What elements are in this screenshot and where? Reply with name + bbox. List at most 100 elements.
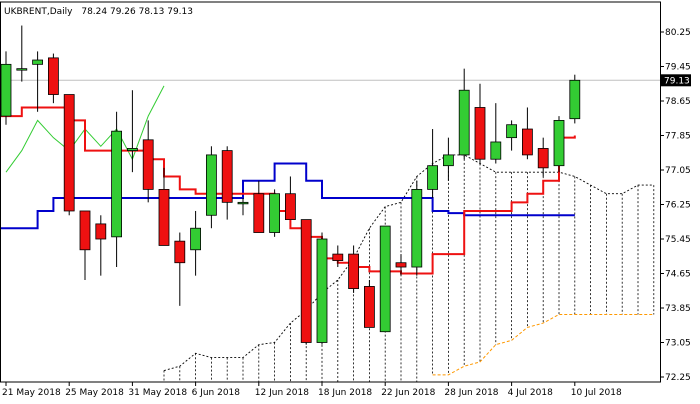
candle-body-8 bbox=[127, 148, 138, 151]
candle-7 bbox=[111, 111, 122, 268]
candle-body-27 bbox=[427, 165, 439, 190]
candle-5 bbox=[79, 210, 91, 280]
y-tick-label-0: 80.25 bbox=[665, 28, 691, 38]
candle-23 bbox=[363, 279, 375, 328]
candle-body-9 bbox=[142, 139, 154, 190]
candle-20 bbox=[316, 232, 328, 345]
candle-body-7 bbox=[111, 130, 122, 238]
candle-19 bbox=[300, 219, 312, 345]
candle-body-24 bbox=[379, 225, 391, 333]
x-tick-label-6: 22 Jun 2018 bbox=[381, 388, 435, 398]
candle-13 bbox=[205, 146, 217, 229]
candle-26 bbox=[411, 180, 423, 276]
candle-body-3 bbox=[48, 57, 59, 95]
candle-body-17 bbox=[269, 193, 281, 233]
x-tick-label-1: 25 May 2018 bbox=[65, 388, 124, 398]
candle-11 bbox=[174, 232, 186, 306]
candle-29 bbox=[458, 68, 470, 160]
candle-body-33 bbox=[522, 128, 533, 156]
candle-body-14 bbox=[221, 150, 233, 203]
candle-30 bbox=[474, 83, 486, 164]
candle-33 bbox=[522, 107, 533, 160]
candle-14 bbox=[221, 146, 233, 220]
symbol-label: UKBRENT,Daily bbox=[4, 7, 73, 17]
candle-body-2 bbox=[32, 59, 43, 65]
span-b-line bbox=[432, 313, 654, 376]
current-price-label: 79.13 bbox=[664, 76, 690, 86]
y-tick-label-9: 73.05 bbox=[665, 339, 691, 349]
x-tick-label-0: 21 May 2018 bbox=[2, 388, 61, 398]
candle-16 bbox=[253, 180, 265, 233]
plot-frame bbox=[0, 1, 661, 383]
candle-9 bbox=[142, 120, 154, 203]
candle-24 bbox=[379, 225, 391, 333]
candle-body-34 bbox=[537, 148, 549, 169]
candle-1 bbox=[16, 25, 28, 82]
x-tick-label-8: 4 Jul 2018 bbox=[508, 388, 553, 398]
candle-36 bbox=[569, 74, 581, 124]
candle-17 bbox=[269, 189, 281, 237]
candle-8 bbox=[127, 90, 138, 173]
candle-body-1 bbox=[16, 68, 28, 71]
candle-18 bbox=[284, 176, 296, 220]
candle-body-0 bbox=[0, 63, 12, 117]
candle-body-16 bbox=[253, 193, 265, 233]
candle-body-15 bbox=[237, 201, 249, 205]
candle-28 bbox=[442, 137, 454, 181]
candle-22 bbox=[348, 245, 360, 293]
current-price-tag bbox=[661, 74, 691, 87]
candle-body-23 bbox=[363, 286, 375, 328]
y-tick-label-7: 74.65 bbox=[665, 270, 691, 280]
candle-body-28 bbox=[442, 154, 454, 167]
candle-body-22 bbox=[348, 253, 360, 289]
candle-10 bbox=[158, 167, 170, 246]
x-tick-label-5: 18 Jun 2018 bbox=[318, 388, 372, 398]
candle-body-26 bbox=[411, 189, 423, 268]
candle-body-32 bbox=[506, 124, 518, 139]
chart-header: UKBRENT,Daily 78.24 79.26 78.13 79.13 bbox=[4, 7, 193, 17]
candle-body-35 bbox=[553, 120, 565, 167]
candle-body-5 bbox=[79, 210, 91, 251]
axes-layer: 80.25 79.45 78.65 77.85 77.05 76.25 75.45 74.65… bbox=[0, 1, 691, 398]
candle-body-20 bbox=[316, 238, 328, 343]
candle-3 bbox=[48, 53, 59, 104]
candle-body-18 bbox=[284, 193, 296, 220]
candle-6 bbox=[95, 215, 107, 276]
candle-body-29 bbox=[458, 89, 470, 156]
candle-35 bbox=[553, 116, 565, 173]
y-tick-label-2: 78.65 bbox=[665, 97, 691, 107]
candle-21 bbox=[332, 245, 344, 268]
x-tick-label-4: 12 Jun 2018 bbox=[255, 388, 309, 398]
candle-body-19 bbox=[300, 219, 312, 343]
candle-body-25 bbox=[395, 262, 407, 268]
y-tick-label-3: 77.85 bbox=[665, 132, 691, 142]
x-tick-label-2: 31 May 2018 bbox=[128, 388, 187, 398]
candle-4 bbox=[63, 94, 75, 216]
candle-34 bbox=[537, 137, 549, 177]
candle-body-6 bbox=[95, 223, 107, 240]
y-tick-label-6: 75.45 bbox=[665, 235, 691, 245]
candle-25 bbox=[395, 254, 407, 276]
candle-15 bbox=[237, 198, 249, 216]
candle-body-21 bbox=[332, 253, 344, 261]
y-tick-label-1: 79.45 bbox=[665, 63, 691, 73]
ohlc-values: 78.24 79.26 78.13 79.13 bbox=[81, 7, 193, 17]
candle-12 bbox=[190, 210, 202, 276]
candle-32 bbox=[506, 120, 518, 151]
candle-body-31 bbox=[490, 141, 502, 160]
x-tick-label-3: 6 Jun 2018 bbox=[192, 388, 241, 398]
candle-body-10 bbox=[158, 189, 170, 246]
candles-layer bbox=[0, 25, 581, 345]
y-tick-label-8: 73.85 bbox=[665, 304, 691, 314]
y-tick-label-5: 76.25 bbox=[665, 201, 691, 211]
candle-body-4 bbox=[63, 94, 75, 212]
x-tick-label-9: 10 Jul 2018 bbox=[571, 388, 622, 398]
candle-body-36 bbox=[569, 79, 581, 120]
candle-body-30 bbox=[474, 107, 486, 160]
candle-27 bbox=[427, 129, 439, 199]
span-a-line bbox=[163, 154, 654, 371]
candle-2 bbox=[32, 51, 43, 112]
candle-body-13 bbox=[205, 154, 217, 216]
